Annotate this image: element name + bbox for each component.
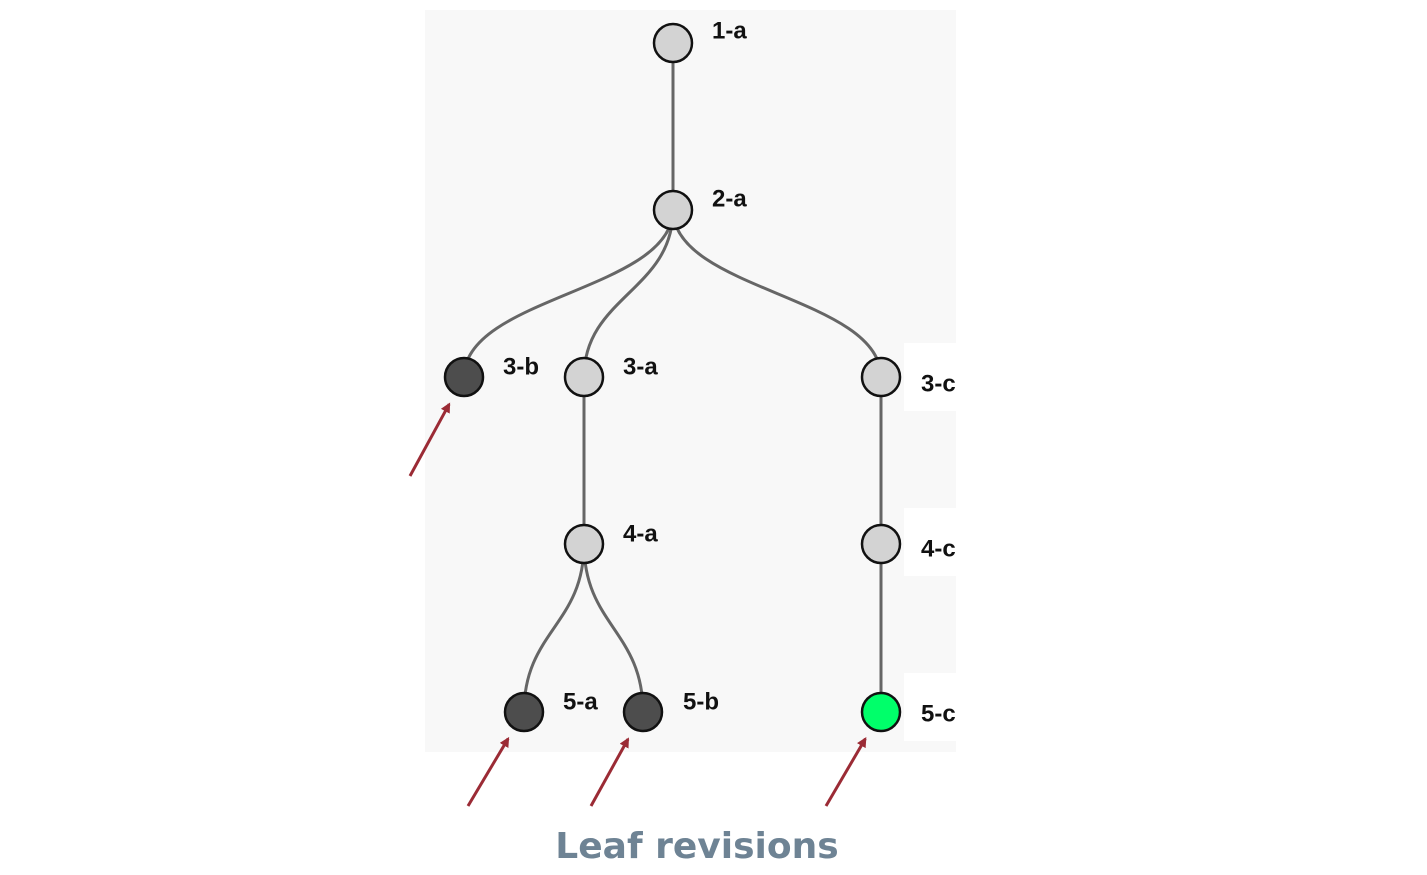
node-label-2-a: 2-a	[712, 185, 747, 212]
caption: Leaf revisions	[555, 826, 838, 867]
node-label-4-c: 4-c	[921, 535, 956, 562]
leaf-arrow-5-b	[589, 737, 630, 807]
node-5-b	[622, 691, 664, 733]
label-backdrop-5c	[904, 673, 960, 741]
node-label-4-a: 4-a	[623, 520, 658, 547]
edge-2-a-3-c	[671, 209, 883, 378]
edge-2-a-3-b	[462, 209, 675, 378]
label-backdrop-4c	[904, 508, 960, 576]
node-4-c	[860, 523, 902, 565]
node-5-c	[860, 691, 902, 733]
node-2-a	[652, 189, 694, 231]
edge-4-a-5-b	[582, 543, 645, 713]
label-backdrop-3c	[904, 343, 960, 411]
node-label-1-a: 1-a	[712, 17, 747, 44]
node-label-5-c: 5-c	[921, 700, 956, 727]
arrows-layer	[408, 402, 867, 807]
nodes-layer	[443, 22, 902, 733]
leaf-arrow-5-c	[824, 737, 867, 807]
node-4-a	[563, 523, 605, 565]
node-label-3-c: 3-c	[921, 370, 956, 397]
leaf-arrow-5-a	[466, 736, 510, 807]
node-label-3-a: 3-a	[623, 353, 658, 380]
node-3-b	[443, 356, 485, 398]
node-label-5-b: 5-b	[683, 688, 719, 715]
labels-layer: 1-a 2-a 3-b 3-a 3-c 4-a 4-c 5-a 5-b 5-c	[503, 17, 956, 727]
node-3-a	[563, 356, 605, 398]
node-1-a	[652, 22, 694, 64]
edges-layer	[462, 43, 883, 713]
edge-2-a-3-a	[582, 209, 675, 378]
edge-4-a-5-a	[522, 543, 586, 713]
node-label-3-b: 3-b	[503, 353, 539, 380]
node-label-5-a: 5-a	[563, 688, 598, 715]
node-3-c	[860, 356, 902, 398]
leaf-arrow-3-b	[408, 402, 451, 477]
node-5-a	[503, 691, 545, 733]
